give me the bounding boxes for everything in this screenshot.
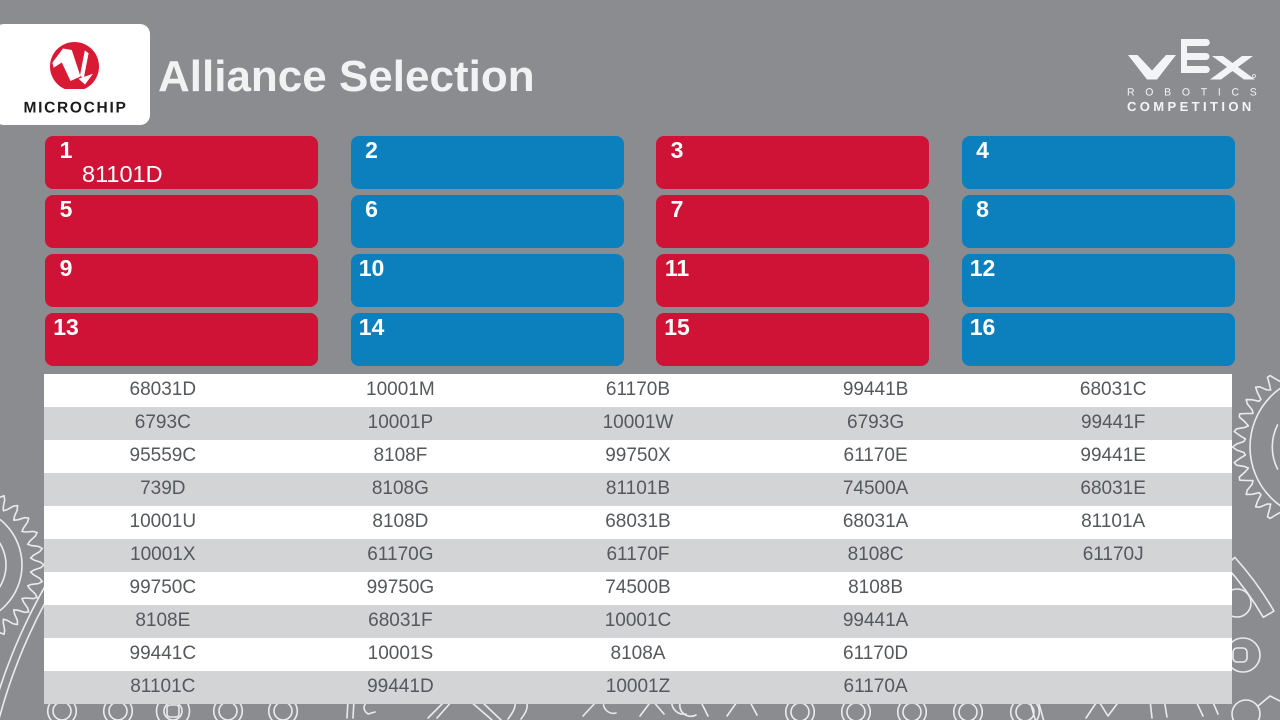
svg-text:COMPETITION: COMPETITION [1127, 99, 1255, 114]
svg-text:MICROCHIP: MICROCHIP [23, 99, 127, 116]
svg-text:ROBOTICS: ROBOTICS [1127, 86, 1267, 98]
